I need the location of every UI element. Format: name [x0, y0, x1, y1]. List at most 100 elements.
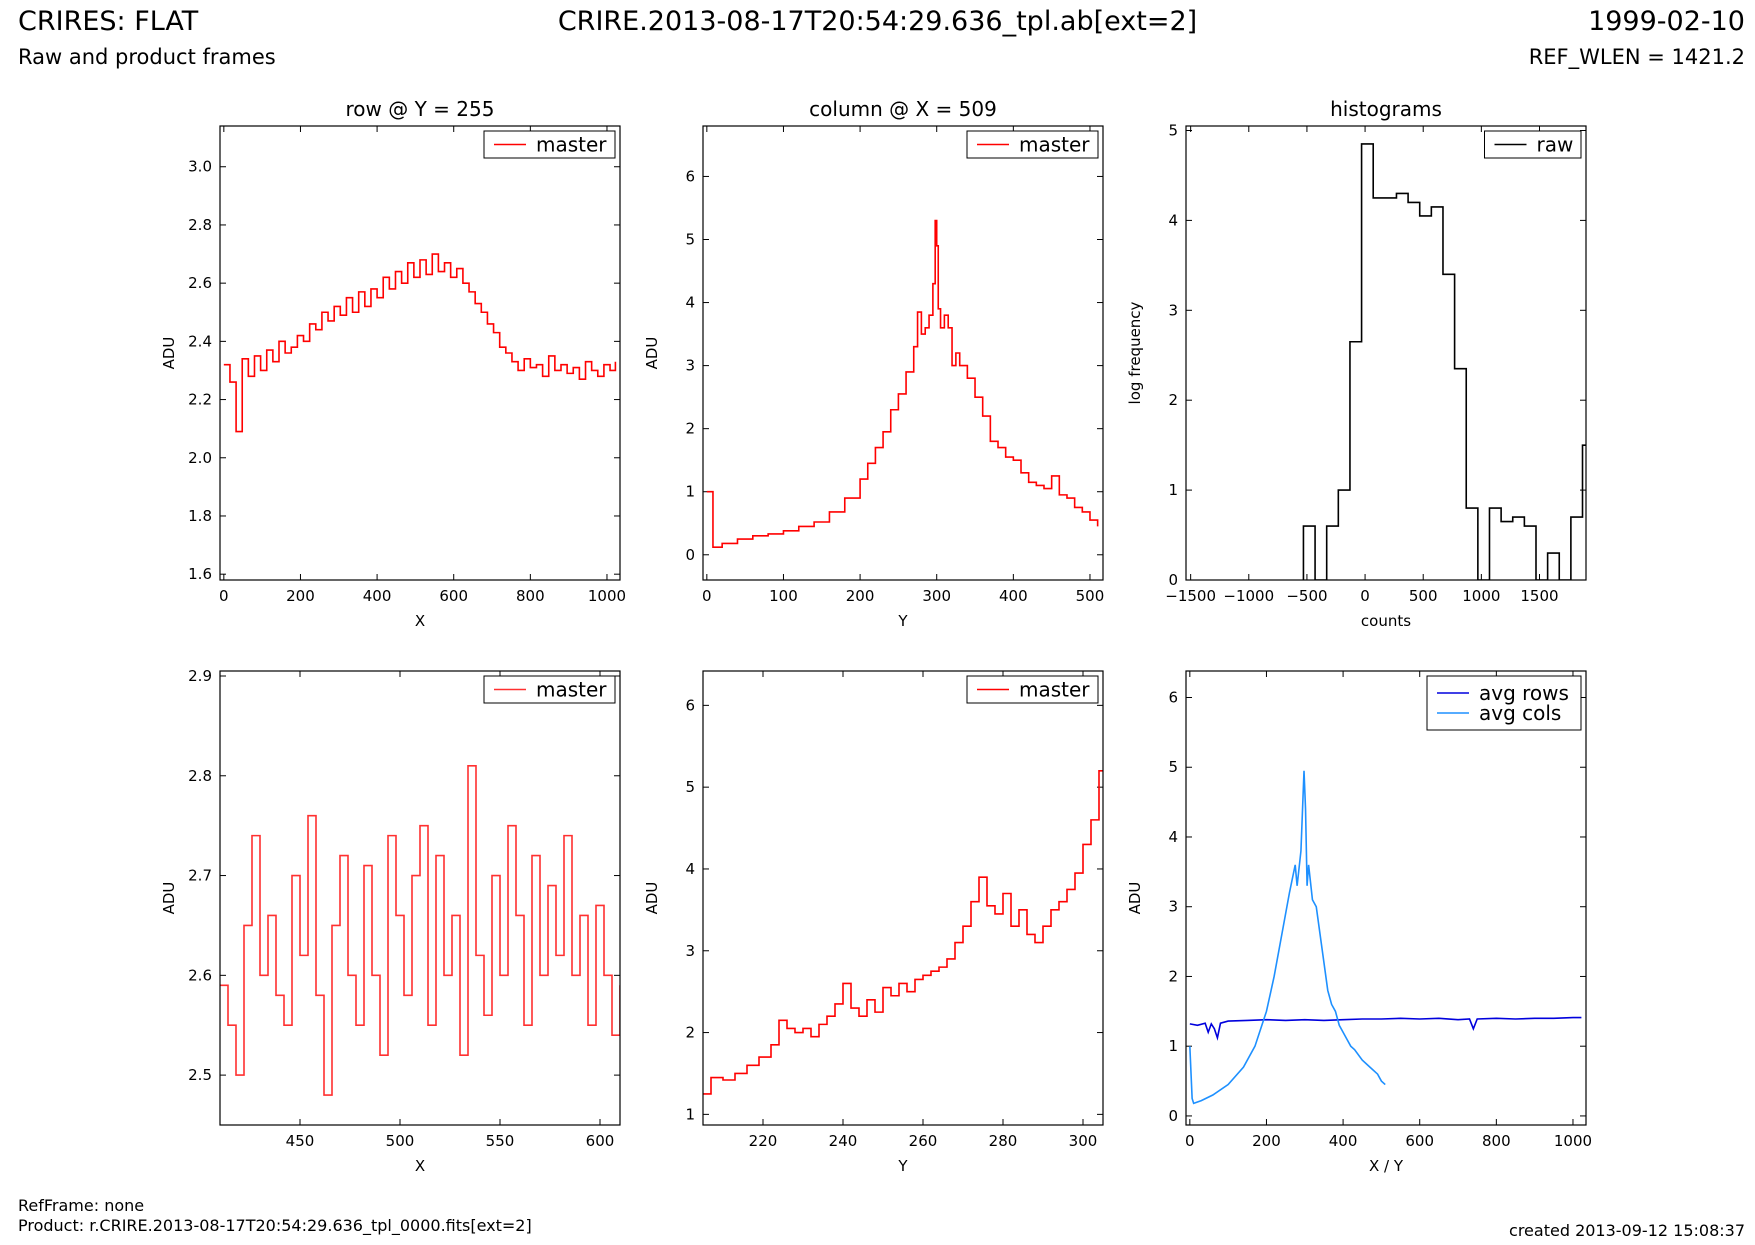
y-tick-label: 6 — [1168, 689, 1178, 707]
y-tick-label: 2.6 — [188, 274, 212, 292]
created-label: created 2013-09-12 15:08:37 — [1509, 1221, 1745, 1240]
legend-label: avg cols — [1479, 701, 1561, 725]
y-tick-label: 5 — [685, 231, 695, 249]
chart-panel: 220 240 260 280 300 1 2 3 4 5 6 Y ADU master — [643, 670, 1104, 1175]
legend-label: master — [536, 133, 607, 157]
x-tick-label: 200 — [286, 587, 315, 605]
chart-panel: 450 500 550 600 2.5 2.6 2.7 2.8 2.9 X ADU master — [160, 667, 621, 1175]
x-axis-label: X — [415, 1157, 425, 1175]
series-line — [706, 219, 1099, 549]
file-name-title: CRIRE.2013-08-17T20:54:29.636_tpl.ab[ext… — [557, 6, 1198, 37]
x-tick-label: 220 — [749, 1132, 778, 1150]
y-axis-label: log frequency — [1126, 301, 1144, 404]
y-tick-label: 6 — [685, 696, 695, 714]
x-tick-label: 260 — [909, 1132, 938, 1150]
refframe-label: RefFrame: none — [18, 1196, 145, 1215]
x-tick-label: 0 — [1360, 587, 1370, 605]
x-tick-label: 500 — [1409, 587, 1438, 605]
x-tick-label: 500 — [386, 1132, 415, 1150]
x-tick-label: 0 — [1185, 1132, 1195, 1150]
y-tick-label: 3.0 — [188, 158, 212, 176]
series-line — [220, 764, 620, 1096]
y-tick-label: 2.9 — [188, 667, 212, 685]
y-tick-label: 4 — [1168, 211, 1178, 229]
plot-frame — [1185, 670, 1587, 1126]
x-tick-label: 600 — [586, 1132, 615, 1150]
x-tick-label: 0 — [702, 587, 712, 605]
x-axis-label: Y — [897, 1157, 908, 1175]
x-axis-label: X — [415, 612, 425, 630]
series-line — [1189, 1016, 1582, 1041]
x-axis-label: counts — [1361, 612, 1411, 630]
plot-frame — [702, 670, 1104, 1126]
ref-wlen-label: REF_WLEN = 1421.2 — [1528, 45, 1745, 69]
y-axis-label: ADU — [160, 882, 178, 915]
y-tick-label: 2.5 — [188, 1066, 212, 1084]
y-tick-label: 3 — [685, 942, 695, 960]
x-tick-label: 600 — [439, 587, 468, 605]
page-subtitle: Raw and product frames — [18, 45, 276, 69]
y-tick-label: 2.8 — [188, 216, 212, 234]
legend-label: raw — [1537, 133, 1574, 157]
x-tick-label: 1000 — [588, 587, 626, 605]
x-tick-label: 1500 — [1520, 587, 1558, 605]
series-line — [1302, 143, 1586, 580]
series-line — [703, 769, 1103, 1095]
chart-title: row @ Y = 255 — [346, 97, 495, 121]
y-tick-label: 1 — [685, 1105, 695, 1123]
chart-title: histograms — [1330, 97, 1442, 121]
page-title: CRIRES: FLAT — [18, 6, 199, 37]
y-tick-label: 2.4 — [188, 332, 212, 350]
y-tick-label: 1 — [1168, 1037, 1178, 1055]
product-label: Product: r.CRIRE.2013-08-17T20:54:29.636… — [18, 1216, 532, 1235]
y-tick-label: 5 — [1168, 758, 1178, 776]
y-axis-label: ADU — [1126, 882, 1144, 915]
x-tick-label: 550 — [486, 1132, 515, 1150]
plot-frame — [702, 125, 1104, 581]
x-tick-label: 300 — [1069, 1132, 1098, 1150]
y-tick-label: 4 — [685, 860, 695, 878]
y-tick-label: 4 — [685, 294, 695, 312]
y-tick-label: 2 — [685, 420, 695, 438]
x-tick-label: 800 — [1482, 1132, 1511, 1150]
x-tick-label: 100 — [769, 587, 798, 605]
y-tick-label: 1.6 — [188, 565, 212, 583]
x-axis-label: Y — [897, 612, 908, 630]
x-tick-label: 450 — [286, 1132, 315, 1150]
plot-frame — [219, 125, 621, 581]
legend-label: master — [1019, 133, 1090, 157]
y-axis-label: ADU — [160, 337, 178, 370]
y-tick-label: 2.2 — [188, 391, 212, 409]
y-tick-label: 3 — [685, 357, 695, 375]
x-tick-label: 500 — [1076, 587, 1105, 605]
y-tick-label: 2.8 — [188, 767, 212, 785]
x-tick-label: 280 — [989, 1132, 1018, 1150]
chart-panel: histograms −1500 −1000 −500 0 500 1000 1500 0 1 2 3… — [1126, 97, 1587, 630]
y-tick-label: 2 — [1168, 391, 1178, 409]
y-tick-label: 4 — [1168, 828, 1178, 846]
y-tick-label: 1.8 — [188, 507, 212, 525]
x-tick-label: −500 — [1286, 587, 1327, 605]
y-axis-label: ADU — [643, 882, 661, 915]
plot-frame — [219, 670, 621, 1126]
x-tick-label: 1000 — [1554, 1132, 1592, 1150]
series-line — [223, 253, 617, 433]
y-tick-label: 2 — [685, 1024, 695, 1042]
chart-title: column @ X = 509 — [809, 97, 997, 121]
y-tick-label: 5 — [1168, 121, 1178, 139]
plot-frame — [1185, 125, 1587, 581]
y-tick-label: 2.7 — [188, 867, 212, 885]
x-tick-label: 200 — [846, 587, 875, 605]
chart-panel: row @ Y = 255 0 200 400 600 800 1000 1.6 1.8 2.0 2… — [160, 97, 626, 630]
y-tick-label: 5 — [685, 778, 695, 796]
y-axis-label: ADU — [643, 337, 661, 370]
chart-panel: 0 200 400 600 800 1000 0 1 2 3 4 5 6 X / Y ADU avg rows… — [1126, 670, 1592, 1175]
y-tick-label: 0 — [1168, 571, 1178, 589]
x-tick-label: −1000 — [1223, 587, 1274, 605]
y-tick-label: 3 — [1168, 898, 1178, 916]
legend-label: master — [536, 678, 607, 702]
x-tick-label: 400 — [363, 587, 392, 605]
legend-box — [1426, 675, 1582, 731]
x-tick-label: 1000 — [1462, 587, 1500, 605]
y-tick-label: 3 — [1168, 301, 1178, 319]
